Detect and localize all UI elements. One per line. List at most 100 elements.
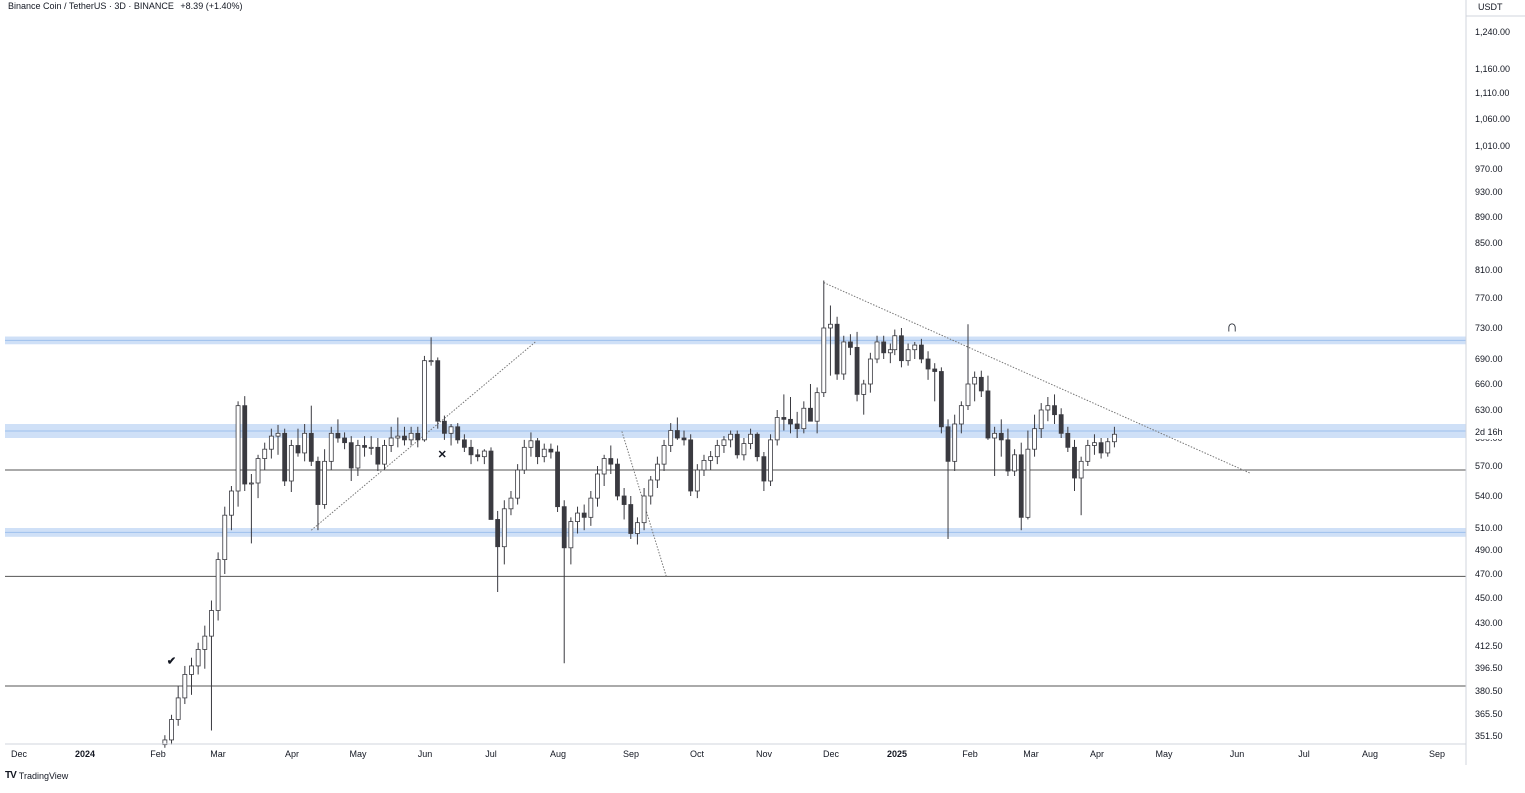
candle-body bbox=[501, 508, 507, 548]
candle-body bbox=[952, 423, 958, 462]
candle-body bbox=[768, 439, 773, 482]
price-tick-label: 1,010.00 bbox=[1475, 141, 1510, 151]
candle-body bbox=[195, 649, 201, 667]
candle-body bbox=[282, 432, 288, 482]
candle-body bbox=[998, 432, 1004, 441]
candle-body bbox=[242, 405, 248, 485]
candle-body bbox=[328, 432, 334, 462]
candle-body bbox=[302, 432, 308, 454]
price-tick-label: 930.00 bbox=[1475, 187, 1503, 197]
candle-body bbox=[368, 446, 374, 449]
markers-layer: ✔ ✕ ∩ bbox=[167, 318, 1238, 667]
candle-body bbox=[202, 635, 208, 650]
candle-body bbox=[395, 435, 401, 439]
candle-body bbox=[781, 417, 787, 420]
candle-body bbox=[1012, 454, 1017, 472]
price-tick-label: 770.00 bbox=[1475, 293, 1503, 303]
price-tick-label: 365.50 bbox=[1475, 709, 1503, 719]
tradingview-brand[interactable]: TV TradingView bbox=[5, 770, 68, 781]
price-tick-label: 890.00 bbox=[1475, 212, 1503, 222]
candle-body bbox=[635, 522, 640, 534]
price-tick-label: 490.00 bbox=[1475, 545, 1503, 555]
candle-body bbox=[335, 432, 341, 439]
countdown-box bbox=[1469, 425, 1519, 439]
candle-body bbox=[621, 495, 627, 505]
candle-body bbox=[428, 360, 434, 363]
candle-body bbox=[315, 460, 321, 505]
candle-body bbox=[601, 458, 607, 475]
price-tick-label: 1,160.00 bbox=[1475, 64, 1510, 74]
candle-body bbox=[681, 437, 687, 441]
candle-body bbox=[209, 610, 214, 637]
candle-body bbox=[654, 463, 660, 481]
candle-body bbox=[628, 504, 634, 534]
time-tick-label: Sep bbox=[623, 749, 639, 759]
candle-body bbox=[648, 479, 654, 497]
candle-body bbox=[821, 327, 827, 394]
price-tick-label: 540.00 bbox=[1475, 491, 1503, 501]
candle-body bbox=[965, 383, 971, 407]
candle-body bbox=[189, 665, 194, 675]
candle-body bbox=[455, 426, 461, 441]
candle-body bbox=[308, 432, 314, 462]
candle-body bbox=[661, 445, 667, 465]
candle-body bbox=[322, 460, 328, 505]
candle-body bbox=[541, 448, 547, 458]
time-tick-label: Oct bbox=[690, 749, 705, 759]
candle-body bbox=[442, 420, 447, 434]
candle-body bbox=[382, 445, 387, 465]
time-tick-label: May bbox=[1155, 749, 1173, 759]
candle-body bbox=[932, 368, 938, 372]
candle-body bbox=[262, 448, 268, 459]
time-tick-label: Apr bbox=[285, 749, 299, 759]
candle-body bbox=[448, 426, 454, 434]
candle-body bbox=[741, 443, 747, 456]
candle-body bbox=[475, 454, 481, 458]
time-tick-label: Jun bbox=[418, 749, 433, 759]
time-tick-label: Mar bbox=[1023, 749, 1039, 759]
candle-body bbox=[861, 383, 867, 395]
candle-body bbox=[728, 433, 734, 441]
candle-body bbox=[268, 435, 274, 450]
time-tick-label: Apr bbox=[1090, 749, 1104, 759]
price-tick-label: 1,240.00 bbox=[1475, 27, 1510, 37]
time-tick-label: Feb bbox=[962, 749, 978, 759]
candle-body bbox=[899, 335, 904, 362]
candle-body bbox=[788, 418, 793, 425]
candle-body bbox=[1038, 409, 1044, 430]
time-tick-label: Nov bbox=[756, 749, 773, 759]
price-tick-label: 970.00 bbox=[1475, 164, 1503, 174]
candle-body bbox=[754, 433, 760, 458]
candle-body bbox=[734, 433, 740, 456]
candle-body bbox=[958, 405, 964, 425]
price-tick-label: 1,060.00 bbox=[1475, 114, 1510, 124]
candle-body bbox=[535, 440, 540, 458]
zones-layer bbox=[5, 336, 1466, 537]
candle-body bbox=[881, 341, 887, 354]
candle-body bbox=[814, 392, 820, 422]
candle-body bbox=[985, 390, 991, 439]
candle-body bbox=[1098, 442, 1104, 454]
time-tick-label: Jun bbox=[1230, 749, 1245, 759]
candle-body bbox=[841, 341, 847, 375]
countdown-label: 2d 16h bbox=[1475, 427, 1503, 437]
candle-body bbox=[575, 512, 580, 522]
symbol-header[interactable]: Binance Coin / TetherUS · 3D · BINANCE +… bbox=[8, 1, 242, 11]
candle-body bbox=[348, 442, 354, 469]
candle-body bbox=[555, 451, 560, 508]
candle-body bbox=[568, 521, 574, 549]
candle-body bbox=[721, 439, 727, 446]
candle-body bbox=[415, 432, 421, 441]
time-tick-label: Dec bbox=[823, 749, 840, 759]
candle-body bbox=[714, 445, 720, 458]
symbol-title[interactable]: Binance Coin / TetherUS · 3D · BINANCE bbox=[8, 1, 174, 11]
candle-body bbox=[674, 430, 680, 439]
price-tick-label: 630.00 bbox=[1475, 405, 1503, 415]
x-mark-icon: ✕ bbox=[438, 449, 447, 461]
levels-layer bbox=[5, 469, 1466, 687]
time-tick-label: 2024 bbox=[75, 749, 95, 759]
candle-body bbox=[992, 432, 998, 439]
candle-body bbox=[402, 435, 407, 441]
candle-body bbox=[461, 439, 467, 448]
